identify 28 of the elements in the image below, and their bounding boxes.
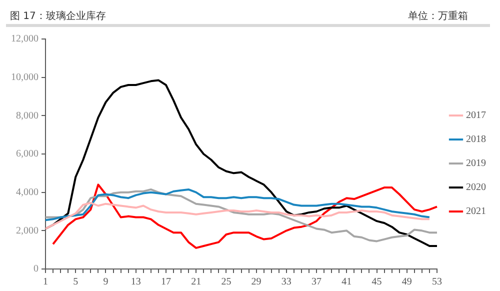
x-tick-label: 1 <box>43 276 48 288</box>
chart-title: 图 17：玻璃企业库存 <box>10 10 106 23</box>
y-tick-label: 12,000 <box>11 34 38 45</box>
x-tick-label: 29 <box>251 276 262 288</box>
x-tick-label: 9 <box>103 276 108 288</box>
y-tick-label: 4,000 <box>16 186 38 198</box>
legend-label: 2017 <box>466 110 486 122</box>
x-tick-label: 25 <box>221 276 232 288</box>
y-tick-label: 6,000 <box>16 148 38 160</box>
legend-label: 2020 <box>466 182 486 194</box>
y-tick-label: 10,000 <box>11 72 38 83</box>
y-tick-label: 0 <box>34 264 38 275</box>
x-tick-label: 45 <box>372 276 382 288</box>
legend-label: 2019 <box>466 158 486 170</box>
legend-label: 2021 <box>466 206 486 218</box>
x-tick-label: 53 <box>432 276 442 288</box>
x-tick-label: 17 <box>160 276 171 288</box>
x-tick-label: 41 <box>342 276 352 288</box>
y-tick-label: 8,000 <box>16 110 38 122</box>
text: 单位：万重箱 <box>408 10 468 23</box>
y-tick-label: 2,000 <box>16 225 38 236</box>
x-tick-label: 33 <box>281 276 292 288</box>
x-tick-label: 5 <box>73 276 78 288</box>
x-tick-label: 13 <box>130 276 141 288</box>
x-tick-label: 37 <box>312 276 322 288</box>
legend-label: 2018 <box>466 134 486 146</box>
x-tick-label: 21 <box>191 276 202 288</box>
x-tick-label: 49 <box>402 276 412 288</box>
